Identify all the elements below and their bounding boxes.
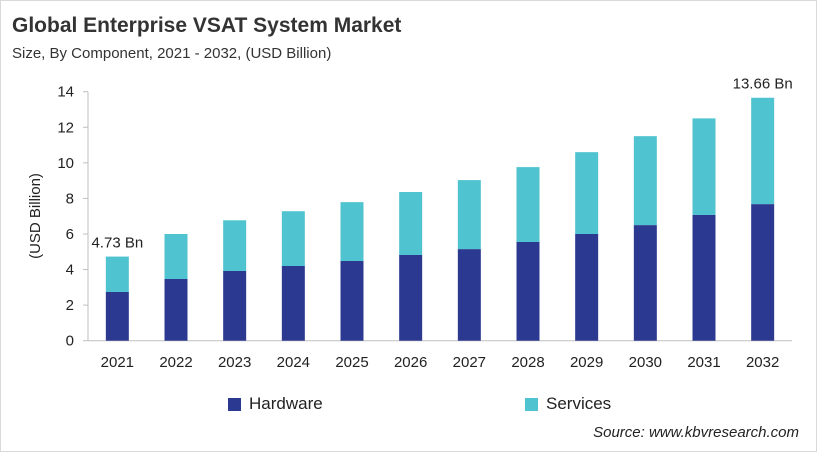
x-tick-label: 2031	[687, 354, 720, 371]
x-tick-label: 2029	[570, 354, 603, 371]
bars	[105, 97, 775, 341]
bar-hardware-2030	[633, 225, 657, 341]
legend-swatch-hardware	[228, 397, 241, 411]
bar-services-2023	[223, 220, 247, 271]
x-tick-label: 2030	[629, 354, 662, 371]
bar-hardware-2028	[516, 241, 540, 341]
source-note: Source: www.kbvresearch.com	[593, 424, 799, 441]
labels: 2021 2022 2023 2024 2025 2026 2027 2028 2029 2030…	[91, 76, 792, 371]
chart-subtitle: Size, By Component, 2021 - 2032, (USD Bi…	[12, 45, 332, 62]
x-tick-label: 2021	[101, 354, 134, 371]
x-tick-label: 2027	[453, 354, 486, 371]
x-tick-label: 2023	[218, 354, 251, 371]
y-tick-label: 12	[57, 119, 74, 136]
bar-hardware-2026	[399, 254, 423, 341]
data-label: 13.66 Bn	[733, 76, 793, 93]
y-axis-label: (USD Billion)	[27, 173, 44, 259]
bar-services-2030	[633, 136, 657, 226]
legend-item-services: Services	[525, 394, 611, 414]
bar-services-2032	[751, 97, 775, 205]
bar-hardware-2023	[223, 270, 247, 341]
y-tick-label: 2	[66, 297, 74, 314]
y-tick-label: 10	[57, 155, 74, 172]
bar-hardware-2025	[340, 261, 364, 341]
x-tick-label: 2024	[277, 354, 310, 371]
bar-services-2021	[105, 256, 129, 292]
chart-title: Global Enterprise VSAT System Market	[12, 14, 402, 37]
bar-hardware-2024	[281, 266, 305, 341]
legend-label-services: Services	[546, 394, 612, 413]
legend-label-hardware: Hardware	[249, 394, 323, 413]
x-tick-label: 2028	[511, 354, 544, 371]
bar-hardware-2031	[692, 214, 716, 341]
x-tick-label: 2025	[335, 354, 368, 371]
y-tick-label: 4	[66, 262, 74, 279]
bar-services-2031	[692, 118, 716, 215]
legend-swatch-services	[525, 397, 538, 411]
bar-hardware-2021	[105, 291, 129, 341]
x-tick-label: 2032	[746, 354, 779, 371]
x-tick-label: 2026	[394, 354, 427, 371]
bar-hardware-2027	[457, 249, 481, 341]
legend-item-hardware: Hardware	[228, 394, 323, 414]
y-tick-label: 6	[66, 226, 74, 243]
bar-services-2026	[399, 192, 423, 255]
bar-services-2022	[164, 233, 188, 279]
bar-hardware-2029	[575, 233, 599, 341]
x-tick-label: 2022	[159, 354, 192, 371]
bar-services-2024	[281, 211, 305, 266]
bar-services-2029	[575, 152, 599, 234]
y-tick-label: 0	[66, 333, 74, 350]
bar-services-2028	[516, 167, 540, 242]
bar-services-2027	[457, 180, 481, 250]
y-tick-label: 8	[66, 190, 74, 207]
bar-services-2025	[340, 202, 364, 262]
axes: 0 2 4 6 8 10 12 14	[57, 84, 792, 350]
y-tick-label: 14	[57, 84, 74, 101]
bar-hardware-2032	[751, 204, 775, 341]
data-label: 4.73 Bn	[91, 235, 143, 252]
bar-hardware-2022	[164, 278, 188, 341]
